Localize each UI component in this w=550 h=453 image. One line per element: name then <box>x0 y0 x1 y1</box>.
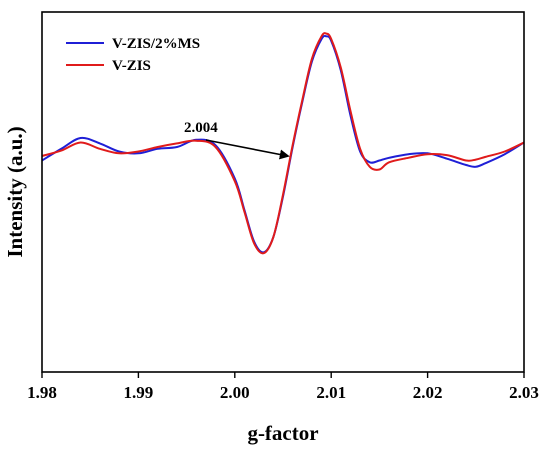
plot-frame <box>41 11 525 373</box>
annotation: 2.004 <box>184 120 290 160</box>
annotation-arrow <box>205 139 290 160</box>
x-tick-label: 2.02 <box>413 383 443 402</box>
x-tick-label: 1.99 <box>124 383 154 402</box>
legend-label-v-zis: V-ZIS <box>112 58 151 74</box>
series-layer <box>42 32 524 255</box>
legend: V-ZIS/2%MS V-ZIS <box>66 36 200 74</box>
x-tick-label: 2.00 <box>220 383 250 402</box>
x-tick-label: 2.01 <box>316 383 346 402</box>
x-tick-label: 2.03 <box>509 383 539 402</box>
x-tick-label: 1.98 <box>27 383 57 402</box>
annotation-label: 2.004 <box>184 120 218 136</box>
y-axis-title: Intensity (a.u.) <box>3 126 27 257</box>
x-axis-title: g-factor <box>247 421 318 445</box>
series-line-v-zis <box>42 32 524 255</box>
legend-label-v-zis-2ms: V-ZIS/2%MS <box>112 36 200 52</box>
x-ticks: 1.98 1.99 2.00 2.01 2.02 2.03 <box>27 372 539 402</box>
